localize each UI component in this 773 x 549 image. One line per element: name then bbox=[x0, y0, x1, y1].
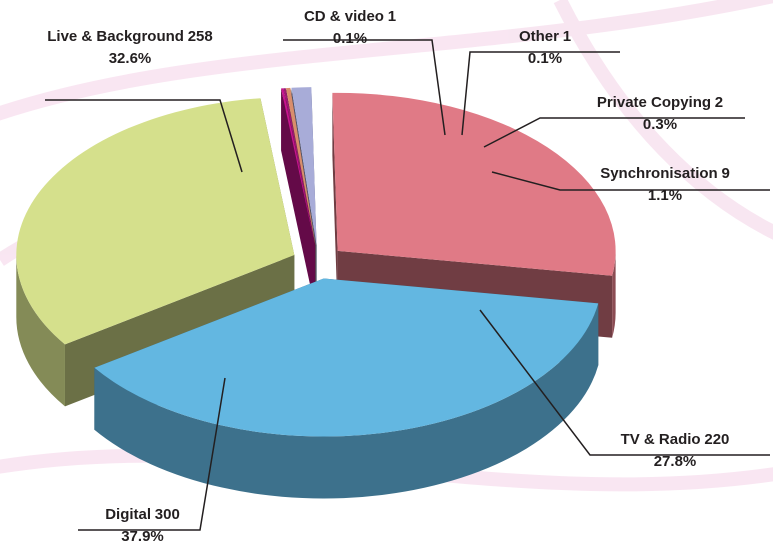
share-label: 1.1% bbox=[647, 187, 683, 204]
category-label: Private Copying bbox=[596, 94, 712, 111]
slice bbox=[94, 278, 599, 437]
leader-lines bbox=[45, 39, 770, 531]
pie bbox=[16, 87, 616, 499]
slice-label: Other 1 0.1% bbox=[475, 26, 615, 70]
category-label: Synchronisation bbox=[600, 165, 718, 182]
slice bbox=[285, 87, 316, 246]
slice bbox=[16, 98, 295, 345]
slice-label: CD & video 1 0.1% bbox=[270, 6, 430, 50]
share-label: 0.1% bbox=[527, 50, 563, 67]
share-label: 0.1% bbox=[332, 30, 368, 47]
slice bbox=[291, 87, 317, 246]
slice-cut-face bbox=[332, 92, 338, 313]
value-label: 1 bbox=[387, 8, 397, 25]
value-label: 1 bbox=[562, 28, 572, 45]
value-label: 258 bbox=[187, 28, 213, 45]
slice-label: TV & Radio 220 27.8% bbox=[590, 429, 760, 473]
share-label: 27.8% bbox=[653, 453, 697, 470]
slice-side bbox=[94, 303, 599, 499]
slice-label: Digital 300 37.9% bbox=[70, 504, 215, 548]
category-label: Digital bbox=[105, 506, 152, 523]
slice-label: Private Copying 2 0.3% bbox=[560, 92, 760, 136]
value-label: 2 bbox=[714, 94, 724, 111]
share-label: 0.3% bbox=[642, 116, 678, 133]
share-label: 37.9% bbox=[121, 528, 164, 545]
slice-side bbox=[612, 250, 616, 338]
slice-label: Synchronisation 9 1.1% bbox=[565, 163, 765, 207]
category-label: CD & video bbox=[303, 8, 384, 25]
slice-side bbox=[16, 255, 65, 407]
slice bbox=[283, 88, 316, 246]
value-label: 220 bbox=[704, 431, 730, 448]
share-label: 32.6% bbox=[108, 50, 152, 67]
category-label: TV & Radio bbox=[620, 431, 701, 448]
slice-cut-face bbox=[283, 88, 315, 308]
slice bbox=[332, 92, 616, 276]
value-label: 300 bbox=[154, 506, 180, 523]
value-label: 9 bbox=[721, 165, 730, 182]
category-label: Other bbox=[518, 28, 559, 45]
slice bbox=[281, 88, 315, 246]
slice-label: Live & Background 258 32.6% bbox=[45, 26, 215, 70]
category-label: Live & Background bbox=[47, 28, 184, 45]
